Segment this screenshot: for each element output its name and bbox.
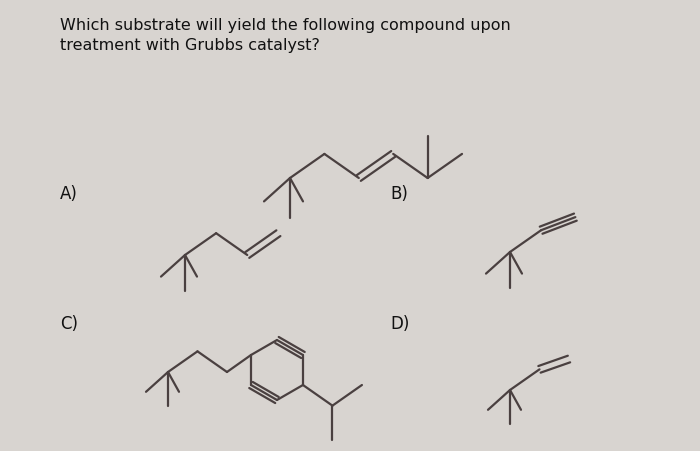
Text: C): C): [60, 315, 78, 333]
Text: treatment with Grubbs catalyst?: treatment with Grubbs catalyst?: [60, 38, 320, 53]
Text: Which substrate will yield the following compound upon: Which substrate will yield the following…: [60, 18, 511, 33]
Text: B): B): [390, 185, 408, 203]
Text: D): D): [390, 315, 410, 333]
Text: A): A): [60, 185, 78, 203]
